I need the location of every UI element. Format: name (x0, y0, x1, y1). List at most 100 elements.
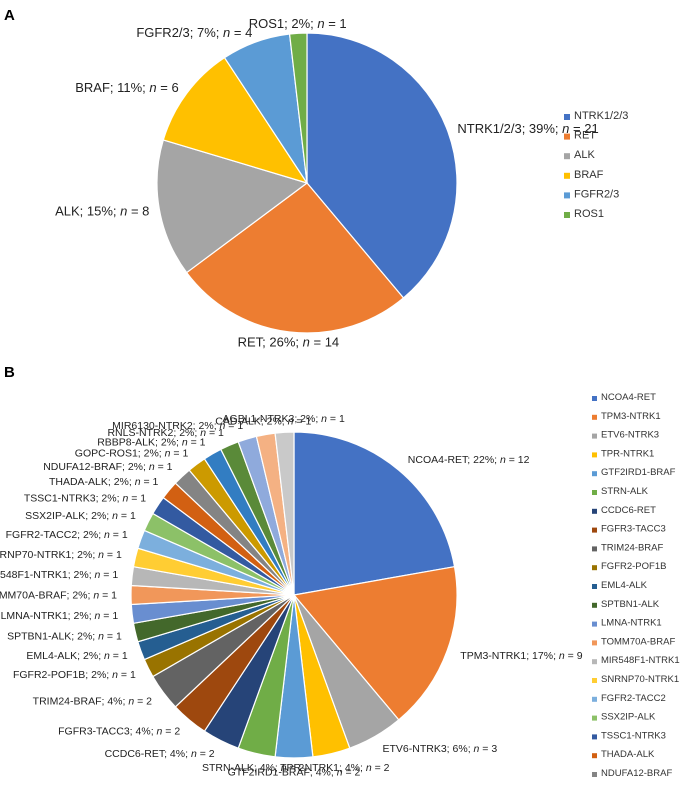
legend-swatch (592, 452, 597, 458)
legend-swatch (592, 508, 597, 514)
legend-entry: EML4-ALK (601, 580, 648, 591)
legend-entry: FGFR2/3 (574, 188, 619, 200)
legend-swatch (592, 640, 597, 646)
legend-entry: BRAF (574, 169, 604, 181)
legend-entry: TSSC1-NTRK3 (601, 730, 666, 741)
slice-label: GOPC-ROS1; 2%; n = 1 (75, 448, 189, 460)
legend-swatch (564, 133, 570, 140)
legend-entry: RET (574, 130, 596, 142)
legend-swatch (564, 212, 570, 218)
legend-swatch (564, 114, 570, 120)
legend-swatch (592, 527, 597, 533)
legend-swatch (592, 734, 597, 740)
legend-entry: FGFR2-TACC2 (601, 693, 666, 704)
legend-swatch (592, 659, 597, 665)
legend-swatch (592, 490, 597, 495)
slice-label: FGFR3-TACC3; 4%; n = 2 (58, 725, 180, 737)
legend-entry: SSX2IP-ALK (601, 712, 656, 723)
legend-swatch (592, 565, 597, 571)
legend-entry: TRIM24-BRAF (601, 542, 663, 553)
slice-label: THADA-ALK; 2%; n = 1 (49, 476, 159, 488)
slice-label: ETV6-NTRK3; 6%; n = 3 (383, 743, 498, 755)
slice-label: ALK; 15%; n = 8 (55, 203, 149, 218)
legend-swatch (592, 584, 597, 589)
legend-entry: STRN-ALK (601, 486, 649, 497)
slice-label: TPR-NTRK1; 4%; n = 2 (280, 762, 390, 774)
legend-entry: CCDC6-RET (601, 505, 656, 516)
legend-entry: ALK (574, 149, 595, 161)
slice-label: AGBL1-NTRK3; 2%; n = 1 (223, 413, 345, 425)
slice-labels-b: NCOA4-RET; 22%; n = 12 TPM3-NTRK1; 17%; n… (0, 413, 583, 779)
legend-swatch (564, 172, 570, 179)
legend-entry: TPR-NTRK1 (601, 448, 654, 459)
slice-label: RBBP8-ALK; 2%; n = 1 (97, 436, 205, 448)
legend-entry: NDUFA12-BRAF (601, 768, 672, 779)
slice-label: LMNA-NTRK1; 2%; n = 1 (1, 610, 119, 622)
legend-entry: SPTBN1-ALK (601, 599, 660, 610)
slice-label: TPM3-NTRK1; 17%; n = 9 (460, 650, 582, 662)
legend-swatch (592, 715, 597, 721)
panel-a-letter: A (4, 7, 15, 24)
slice-label: RET; 26%; n = 14 (238, 335, 340, 350)
legend-swatch (564, 192, 570, 199)
pie-chart-a (156, 32, 458, 334)
slice-label: MIR6130-NTRK2; 2%; n = 1 (112, 420, 243, 432)
slice-labels-a: NTRK1/2/3; 39%; n = 21 RET; 26%; n = 14 AL… (55, 16, 599, 350)
legend-swatch (592, 471, 597, 477)
slice-label: SNRNP70-NTRK1; 2%; n = 1 (0, 549, 122, 561)
slice-label: RNLS-NTRK2; 2%; n = 1 (107, 427, 224, 439)
legend-entry: NTRK1/2/3 (574, 110, 628, 122)
slice-label: BRAF; 11%; n = 6 (75, 80, 178, 95)
slice-label: FGFR2/3; 7%; n = 4 (136, 25, 252, 40)
legend-swatch (592, 433, 597, 439)
legend-entry: FGFR3-TACC3 (601, 524, 666, 535)
legend-swatch (592, 772, 597, 777)
slice-label: TOMM70A-BRAF; 2%; n = 1 (0, 590, 117, 602)
pie-slice-ret (185, 182, 405, 334)
slice-label: FGFR2-POF1B; 2%; n = 1 (13, 669, 136, 681)
slice-label: SPTBN1-ALK; 2%; n = 1 (7, 631, 122, 643)
slice-label: NTRK1/2/3; 39%; n = 21 (457, 121, 598, 136)
pie-slice-ntrk1-2-3 (306, 32, 458, 299)
legend-swatch (592, 396, 597, 401)
slice-label: TSSC1-NTRK3; 2%; n = 1 (24, 492, 146, 504)
legend-swatch (564, 153, 570, 160)
legend-swatch (592, 414, 597, 420)
slice-label: SSX2IP-ALK; 2%; n = 1 (25, 510, 136, 522)
slice-label: ROS1; 2%; n = 1 (249, 16, 347, 31)
pie-slice-tpm3-ntrk1 (292, 566, 458, 721)
slice-label: FGFR2-TACC2; 2%; n = 1 (6, 529, 128, 541)
slice-label: MIR548F1-NTRK1; 2%; n = 1 (0, 569, 118, 581)
legend-swatch (592, 546, 597, 552)
slice-label: EML4-ALK; 2%; n = 1 (26, 650, 127, 662)
legend-entry: GTF2IRD1-BRAF (601, 467, 676, 478)
legend-a: NTRK1/2/3 RET ALK BRAF FGFR2/3 ROS1 (564, 110, 628, 220)
slice-label: NCOA4-RET; 22%; n = 12 (408, 454, 530, 466)
legend-entry: FGFR2-POF1B (601, 561, 666, 572)
panel-b-letter: B (4, 364, 15, 381)
pie-slice-agbl1-ntrk3 (274, 431, 295, 596)
legend-entry: LMNA-NTRK1 (601, 618, 662, 629)
legend-entry: SNRNP70-NTRK1 (601, 674, 679, 685)
slice-label: CCDC6-RET; 4%; n = 2 (105, 748, 215, 760)
pie-slice-ros1 (288, 32, 308, 184)
slice-label: GTF2IRD1-BRAF; 4%; n = 2 (228, 767, 361, 779)
legend-entry: ETV6-NTRK3 (601, 430, 659, 441)
legend-swatch (592, 753, 597, 759)
legend-swatch (592, 678, 597, 683)
slice-label: NDUFA12-BRAF; 2%; n = 1 (43, 461, 172, 473)
legend-swatch (592, 621, 597, 627)
pie-slice-alk (156, 139, 309, 274)
legend-entry: TOMM70A-BRAF (601, 636, 675, 647)
legend-entry: NCOA4-RET (601, 392, 656, 403)
legend-swatch (592, 696, 597, 702)
legend-swatch (592, 602, 597, 608)
pie-slice-braf (162, 56, 309, 185)
legend-entry: THADA-ALK (601, 749, 655, 760)
slice-label: CAD-ALK; 2%; n = 1 (215, 415, 311, 427)
legend-entry: ROS1 (574, 208, 604, 220)
pie-slice-ncoa4-ret (293, 431, 456, 596)
pie-chart-b (130, 431, 458, 759)
legend-entry: TPM3-NTRK1 (601, 411, 661, 422)
